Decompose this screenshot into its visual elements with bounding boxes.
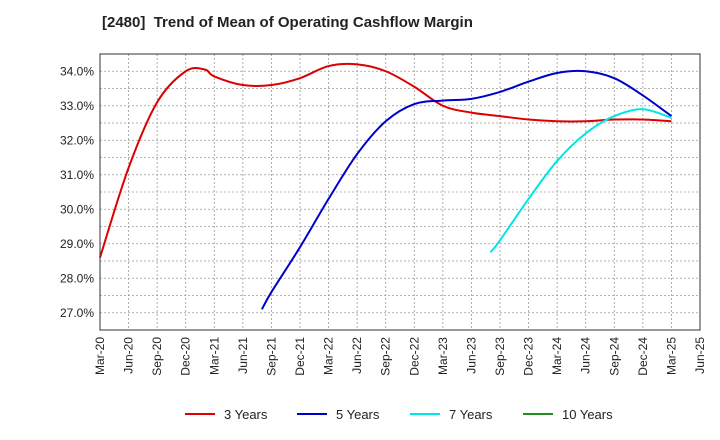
series-line-7-years: [489, 108, 672, 254]
y-axis-ticks: 27.0% 28.0% 29.0% 30.0% 31.0% 32.0% 33.0% 34.0%: [60, 64, 94, 320]
plot-area-border: [99, 53, 701, 331]
legend-label: 3 Years: [224, 407, 268, 422]
x-tick-label: Mar-20: [93, 337, 107, 375]
x-tick-label: Mar-25: [664, 337, 678, 375]
x-tick-label: Jun-23: [464, 337, 478, 374]
x-tick-label: Jun-20: [122, 337, 136, 374]
x-tick-label: Sep-21: [264, 337, 278, 376]
y-tick-label: 30.0%: [60, 202, 94, 216]
legend-label: 10 Years: [562, 407, 613, 422]
y-tick-label: 32.0%: [60, 133, 94, 147]
x-tick-label: Dec-21: [293, 337, 307, 376]
series-line-5-years: [261, 69, 673, 310]
x-tick-label: Dec-22: [407, 337, 421, 376]
x-tick-label: Sep-22: [379, 337, 393, 376]
x-tick-label: Jun-22: [350, 337, 364, 374]
y-tick-label: 27.0%: [60, 306, 94, 320]
x-tick-label: Sep-23: [493, 337, 507, 376]
series-lines: [99, 62, 673, 310]
series-line-3-years: [99, 62, 672, 258]
legend-label: 5 Years: [336, 407, 380, 422]
x-axis-ticks: Mar-20 Jun-20 Sep-20 Dec-20 Mar-21 Jun-21 Sep-…: [93, 337, 707, 376]
chart-title: [2480] Trend of Mean of Operating Cashfl…: [102, 14, 473, 31]
x-tick-label: Mar-22: [322, 337, 336, 375]
x-tick-label: Jun-21: [236, 337, 250, 374]
x-tick-label: Jun-24: [579, 337, 593, 374]
legend: 3 Years 5 Years 7 Years 10 Years: [185, 407, 613, 422]
x-tick-label: Sep-20: [150, 337, 164, 376]
plot-frame: [99, 53, 701, 331]
x-tick-label: Mar-23: [436, 337, 450, 375]
y-tick-label: 29.0%: [60, 237, 94, 251]
gridlines: [99, 53, 701, 331]
legend-label: 7 Years: [449, 407, 493, 422]
x-tick-label: Dec-20: [179, 337, 193, 376]
x-tick-label: Mar-24: [550, 337, 564, 375]
y-tick-label: 31.0%: [60, 168, 94, 182]
y-tick-label: 34.0%: [60, 64, 94, 78]
x-tick-label: Sep-24: [607, 337, 621, 376]
y-tick-label: 28.0%: [60, 271, 94, 285]
x-tick-label: Mar-21: [207, 337, 221, 375]
y-tick-label: 33.0%: [60, 99, 94, 113]
x-tick-label: Dec-24: [636, 337, 650, 376]
x-tick-label: Jun-25: [693, 337, 707, 374]
x-tick-label: Dec-23: [522, 337, 536, 376]
